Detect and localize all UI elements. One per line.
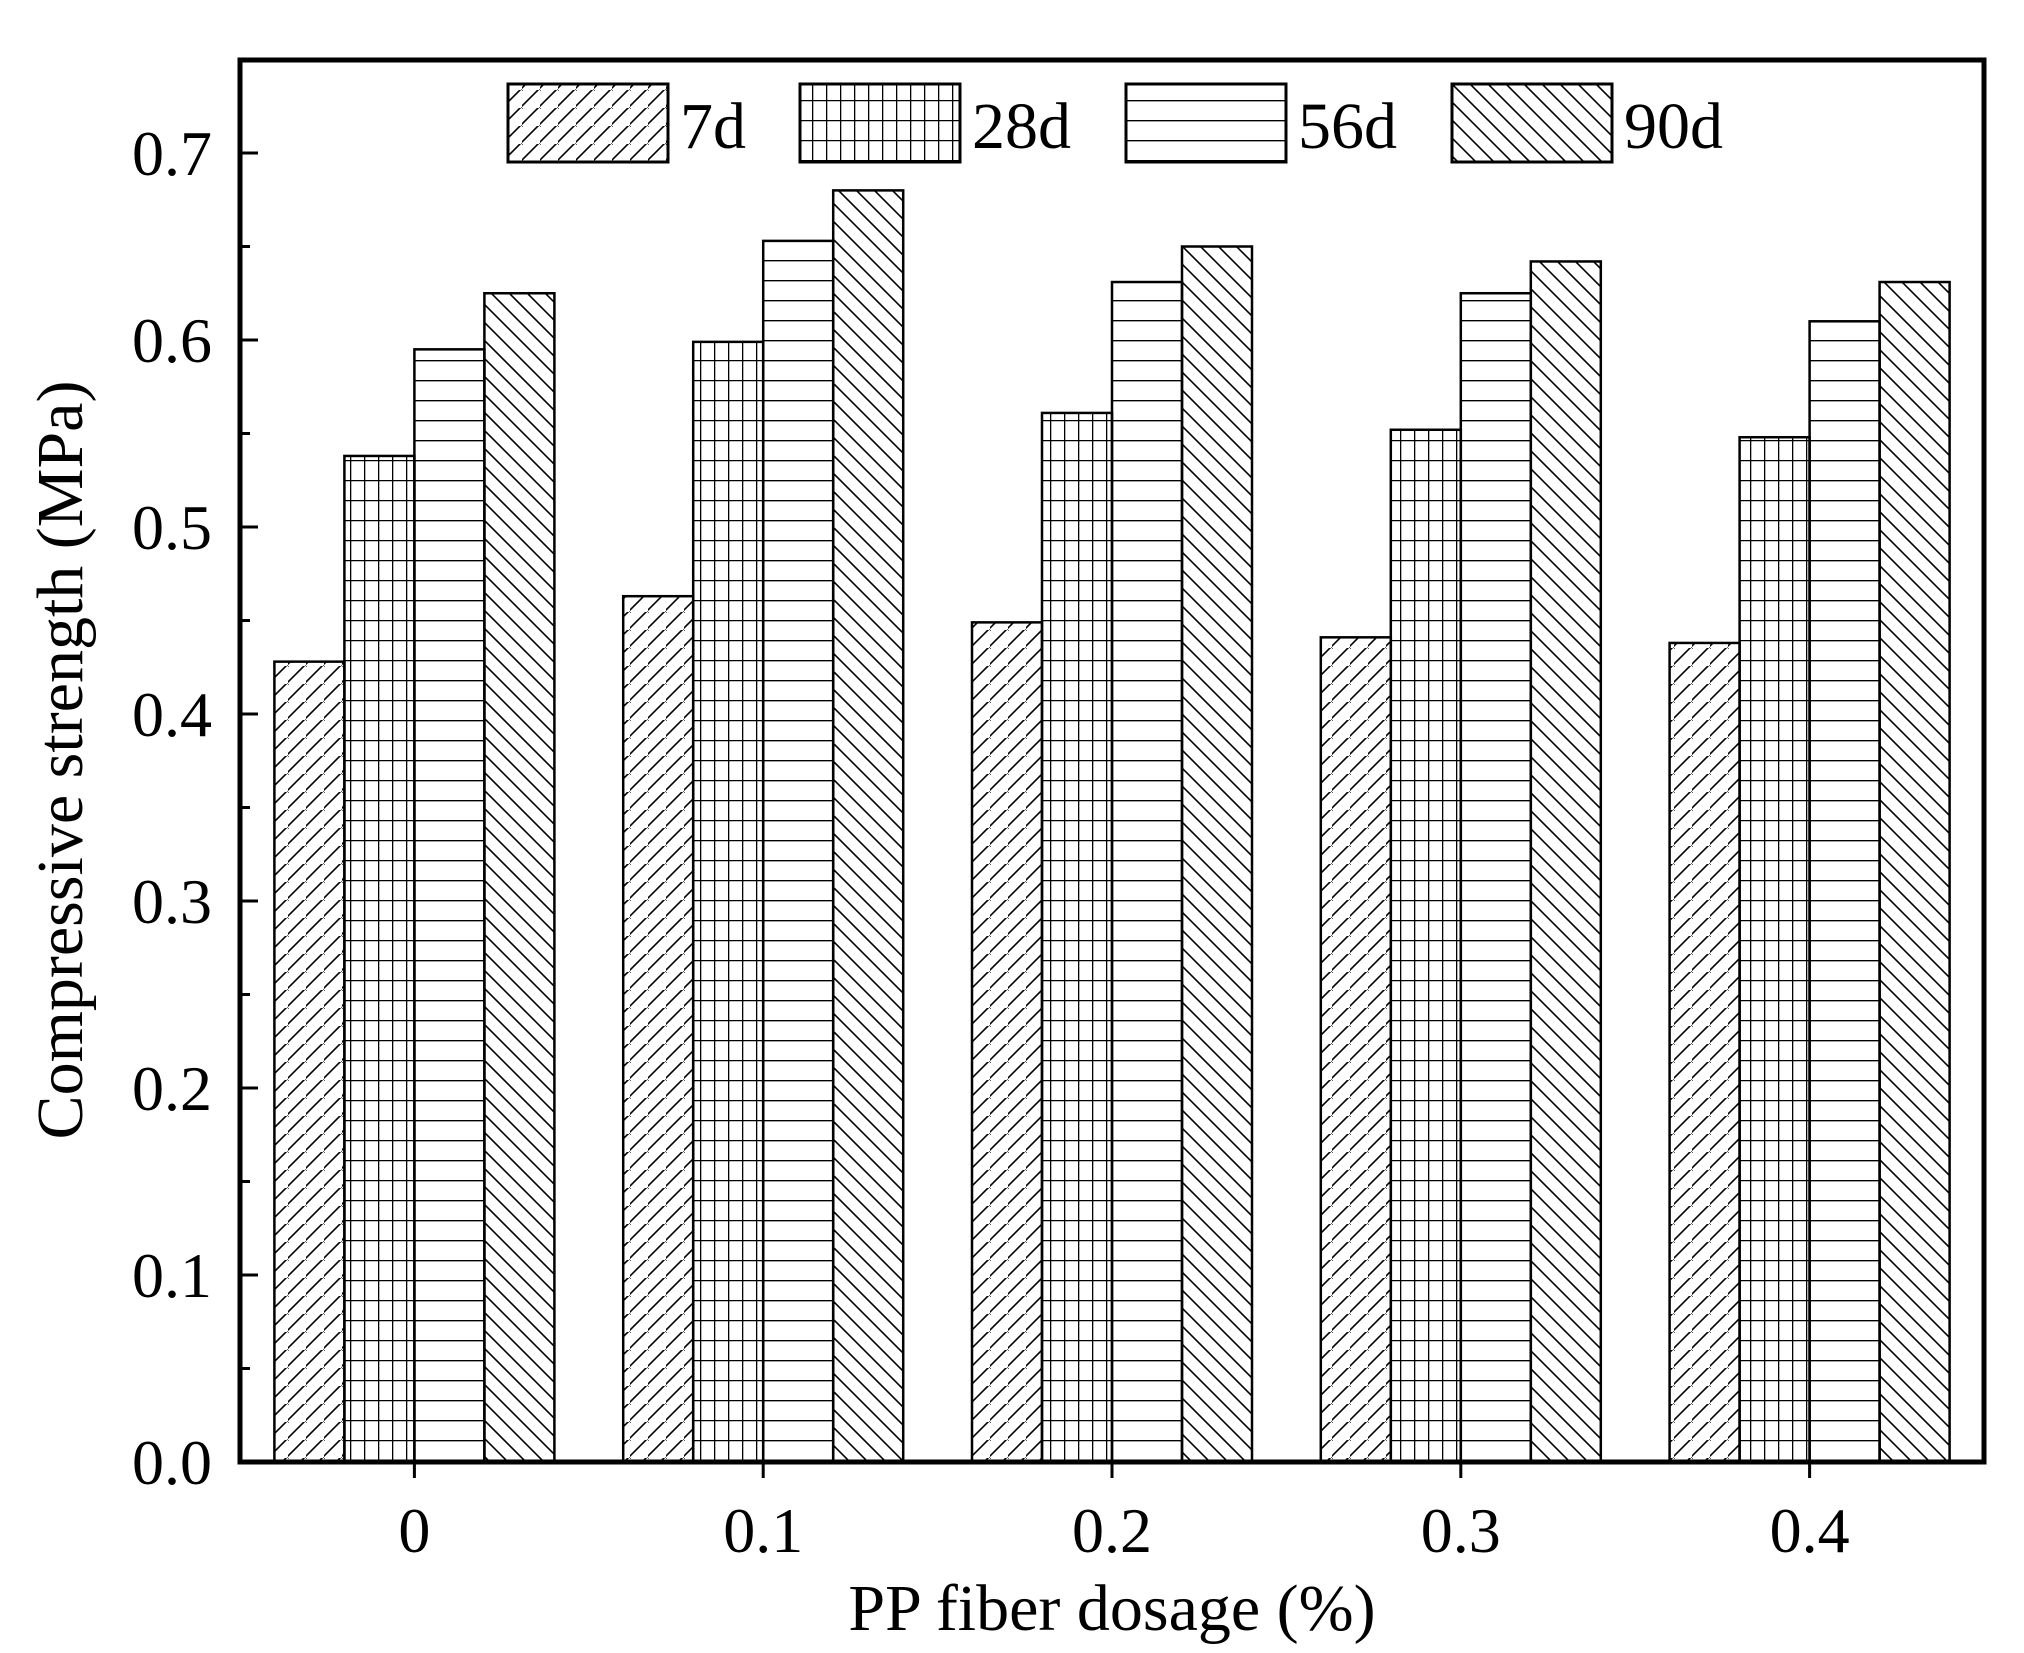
bars-group — [273, 189, 1951, 1464]
x-axis-title: PP fiber dosage (%) — [848, 1572, 1375, 1645]
y-tick-label: 0.7 — [132, 118, 212, 189]
bar-90d-0_3 — [1529, 260, 1603, 1464]
legend: 7d 28d 56d 90d — [506, 82, 1723, 164]
bar-7d-0_1 — [621, 594, 695, 1464]
legend-swatch-28d — [798, 82, 962, 164]
legend-label-7d: 7d — [680, 90, 746, 163]
y-axis-title: Compressive strength (MPa) — [24, 381, 97, 1140]
bar-56d-0_3 — [1459, 292, 1533, 1464]
bar-56d-0_1 — [761, 239, 835, 1464]
bar-56d-0_2 — [1110, 280, 1184, 1464]
y-tick-label: 0.3 — [132, 866, 212, 937]
x-tick-label: 0.2 — [1072, 1495, 1152, 1566]
x-tick-label: 0.3 — [1421, 1495, 1501, 1566]
bar-28d-0_4 — [1738, 435, 1811, 1464]
y-tick-label: 0.0 — [132, 1427, 212, 1498]
bar-7d-0 — [273, 660, 346, 1464]
bar-28d-0 — [343, 454, 416, 1464]
y-tick-label: 0.6 — [132, 305, 212, 376]
legend-label-56d: 56d — [1298, 90, 1397, 163]
legend-label-90d: 90d — [1624, 90, 1723, 163]
legend-label-28d: 28d — [972, 90, 1071, 163]
x-tick-label: 0.4 — [1770, 1495, 1850, 1566]
x-tick-label: 0 — [398, 1495, 430, 1566]
y-tick-label: 0.2 — [132, 1053, 212, 1124]
y-tick-label: 0.5 — [132, 492, 212, 563]
bar-28d-0_2 — [1040, 411, 1114, 1464]
bar-90d-0 — [483, 292, 556, 1464]
bar-90d-0_2 — [1180, 245, 1254, 1464]
x-axis: 0 0.1 0.2 0.3 0.4 — [398, 1462, 1850, 1566]
legend-swatch-7d — [506, 82, 670, 164]
y-axis: 0.0 0.1 0.2 0.3 0.4 0.5 0.6 0.7 — [132, 118, 258, 1498]
legend-swatch-90d — [1450, 82, 1614, 164]
legend-swatch-56d — [1124, 82, 1288, 164]
bar-7d-0_4 — [1668, 641, 1741, 1464]
y-tick-label: 0.1 — [132, 1240, 212, 1311]
bar-56d-0 — [413, 348, 486, 1464]
bar-28d-0_1 — [691, 340, 765, 1464]
bar-90d-0_1 — [831, 189, 905, 1464]
bar-7d-0_3 — [1319, 636, 1393, 1464]
bar-28d-0_3 — [1389, 428, 1463, 1464]
bar-7d-0_2 — [970, 621, 1044, 1464]
bar-90d-0_4 — [1878, 280, 1951, 1464]
x-tick-label: 0.1 — [723, 1495, 803, 1566]
bar-56d-0_4 — [1808, 320, 1881, 1464]
y-tick-label: 0.4 — [132, 679, 212, 750]
